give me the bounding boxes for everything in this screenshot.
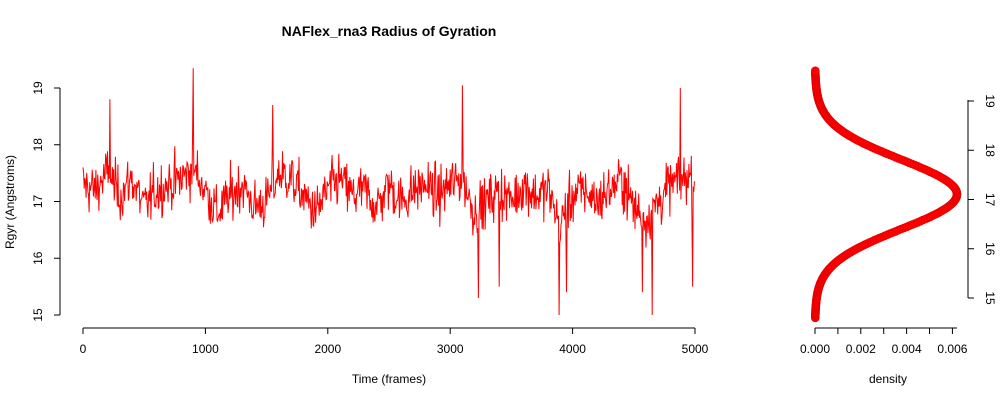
x-ticks: 0 1000 2000 3000 4000 5000 bbox=[80, 328, 709, 356]
x-tick-label: 2000 bbox=[314, 342, 341, 356]
density-y-tick-label: 16 bbox=[983, 242, 997, 256]
density-point bbox=[810, 66, 820, 76]
density-y-ticks: 15 16 17 18 19 bbox=[968, 94, 997, 305]
density-x-tick-label: 0.004 bbox=[892, 342, 922, 356]
density-x-tick-label: 0.000 bbox=[800, 342, 830, 356]
density-y-tick-label: 17 bbox=[983, 193, 997, 207]
density-y-tick-label: 15 bbox=[983, 291, 997, 305]
x-tick-label: 5000 bbox=[682, 342, 709, 356]
y-tick-label: 16 bbox=[31, 251, 45, 265]
x-axis-label: Time (frames) bbox=[352, 372, 426, 386]
density-x-tick-label: 0.002 bbox=[846, 342, 876, 356]
x-tick-label: 4000 bbox=[559, 342, 586, 356]
density-x-ticks: 0.000 0.002 0.004 0.006 bbox=[800, 328, 968, 356]
x-tick-label: 3000 bbox=[437, 342, 464, 356]
density-y-tick-label: 18 bbox=[983, 144, 997, 158]
rgyr-series-line bbox=[82, 68, 696, 316]
density-x-tick-label: 0.006 bbox=[937, 342, 967, 356]
chart-title: NAFlex_rna3 Radius of Gyration bbox=[282, 23, 497, 39]
y-tick-label: 19 bbox=[31, 81, 45, 95]
x-tick-label: 1000 bbox=[192, 342, 219, 356]
y-tick-label: 18 bbox=[31, 138, 45, 152]
y-tick-label: 15 bbox=[31, 308, 45, 322]
time-series-plot: 15 16 17 18 19 0 1000 2000 3000 4000 5000 Time (f… bbox=[3, 68, 709, 386]
y-ticks: 15 16 17 18 19 bbox=[31, 81, 60, 322]
density-plot: 0.000 0.002 0.004 0.006 15 16 17 18 19 density bbox=[800, 66, 997, 386]
x-tick-label: 0 bbox=[80, 342, 87, 356]
y-axis-label: Rgyr (Angstroms) bbox=[3, 155, 17, 249]
density-y-tick-label: 19 bbox=[983, 94, 997, 108]
y-tick-label: 17 bbox=[31, 195, 45, 209]
density-points bbox=[810, 66, 962, 323]
density-x-axis-label: density bbox=[869, 372, 907, 386]
